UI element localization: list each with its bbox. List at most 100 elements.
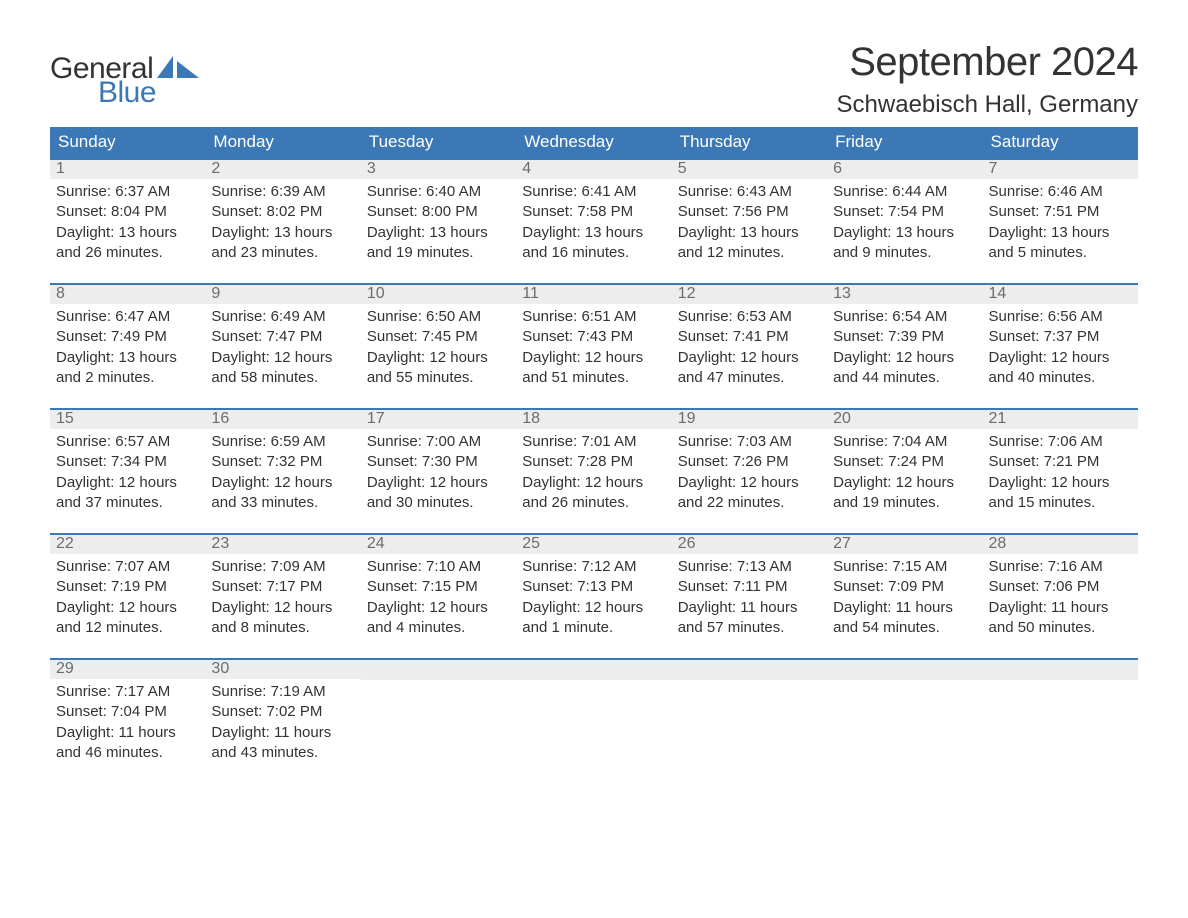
sunrise-text: Sunrise: 6:54 AM	[833, 307, 976, 327]
day-cell: 12 Sunrise: 6:53 AMSunset: 7:41 PMDayligh…	[672, 283, 827, 408]
day-cell: .	[516, 658, 671, 783]
day-number-bar: 12	[672, 283, 827, 304]
daylight-text: Daylight: 11 hours and 46 minutes.	[56, 723, 199, 764]
day-number-bar: 26	[672, 533, 827, 554]
day-body: Sunrise: 7:15 AMSunset: 7:09 PMDaylight:…	[827, 554, 982, 638]
day-number-bar: .	[983, 658, 1138, 680]
day-number-bar: 24	[361, 533, 516, 554]
day-number-bar: 2	[205, 158, 360, 179]
day-number: 4	[522, 160, 531, 177]
sunset-text: Sunset: 7:49 PM	[56, 327, 199, 347]
day-body: Sunrise: 6:57 AMSunset: 7:34 PMDaylight:…	[50, 429, 205, 513]
sunrise-text: Sunrise: 7:17 AM	[56, 682, 199, 702]
day-number: 13	[833, 285, 851, 302]
day-cell: 28Sunrise: 7:16 AMSunset: 7:06 PMDayligh…	[983, 533, 1138, 658]
sunset-text: Sunset: 7:19 PM	[56, 577, 199, 597]
sunset-text: Sunset: 7:11 PM	[678, 577, 821, 597]
week-row: 15Sunrise: 6:57 AMSunset: 7:34 PMDayligh…	[50, 408, 1138, 533]
day-body: Sunrise: 6:49 AMSunset: 7:47 PMDaylight:…	[205, 304, 360, 388]
day-number-bar: 10	[361, 283, 516, 304]
daylight-text: Daylight: 12 hours and 19 minutes.	[833, 473, 976, 514]
day-cell: 17Sunrise: 7:00 AMSunset: 7:30 PMDayligh…	[361, 408, 516, 533]
day-number: 3	[367, 160, 376, 177]
sunrise-text: Sunrise: 7:07 AM	[56, 557, 199, 577]
sunset-text: Sunset: 7:13 PM	[522, 577, 665, 597]
day-body: Sunrise: 6:39 AMSunset: 8:02 PMDaylight:…	[205, 179, 360, 263]
daylight-text: Daylight: 12 hours and 44 minutes.	[833, 348, 976, 389]
day-cell: 14Sunrise: 6:56 AMSunset: 7:37 PMDayligh…	[983, 283, 1138, 408]
daylight-text: Daylight: 12 hours and 40 minutes.	[989, 348, 1132, 389]
sunrise-text: Sunrise: 6:57 AM	[56, 432, 199, 452]
daylight-text: Daylight: 13 hours and 9 minutes.	[833, 223, 976, 264]
daylight-text: Daylight: 13 hours and 19 minutes.	[367, 223, 510, 264]
day-number-bar: 18	[516, 408, 671, 429]
day-number: 12	[678, 285, 696, 302]
day-cell: 24Sunrise: 7:10 AMSunset: 7:15 PMDayligh…	[361, 533, 516, 658]
day-number-bar: 6	[827, 158, 982, 179]
day-cell: 10Sunrise: 6:50 AMSunset: 7:45 PMDayligh…	[361, 283, 516, 408]
sunrise-text: Sunrise: 7:00 AM	[367, 432, 510, 452]
day-cell: 4Sunrise: 6:41 AMSunset: 7:58 PMDaylight…	[516, 158, 671, 283]
day-cell: 11Sunrise: 6:51 AMSunset: 7:43 PMDayligh…	[516, 283, 671, 408]
daylight-text: Daylight: 12 hours and 4 minutes.	[367, 598, 510, 639]
daylight-text: Daylight: 12 hours and 58 minutes.	[211, 348, 354, 389]
day-body: Sunrise: 6:54 AMSunset: 7:39 PMDaylight:…	[827, 304, 982, 388]
logo: General Blue	[50, 52, 199, 110]
day-body: Sunrise: 7:19 AMSunset: 7:02 PMDaylight:…	[205, 679, 360, 763]
sunset-text: Sunset: 7:37 PM	[989, 327, 1132, 347]
daylight-text: Daylight: 13 hours and 16 minutes.	[522, 223, 665, 264]
day-number: 8	[56, 285, 65, 302]
sunset-text: Sunset: 7:32 PM	[211, 452, 354, 472]
sunrise-text: Sunrise: 6:47 AM	[56, 307, 199, 327]
sunrise-text: Sunrise: 7:01 AM	[522, 432, 665, 452]
header: General Blue September 2024 Schwaebisch …	[50, 40, 1138, 119]
calendar: SundayMondayTuesdayWednesdayThursdayFrid…	[50, 127, 1138, 783]
weekday-header: Saturday	[983, 127, 1138, 158]
weekday-header-row: SundayMondayTuesdayWednesdayThursdayFrid…	[50, 127, 1138, 158]
sunrise-text: Sunrise: 6:51 AM	[522, 307, 665, 327]
day-number-bar: 29	[50, 658, 205, 679]
daylight-text: Daylight: 13 hours and 5 minutes.	[989, 223, 1132, 264]
day-cell: 6Sunrise: 6:44 AMSunset: 7:54 PMDaylight…	[827, 158, 982, 283]
day-body: Sunrise: 6:51 AMSunset: 7:43 PMDaylight:…	[516, 304, 671, 388]
sunset-text: Sunset: 7:34 PM	[56, 452, 199, 472]
daylight-text: Daylight: 12 hours and 26 minutes.	[522, 473, 665, 514]
day-cell: 16Sunrise: 6:59 AMSunset: 7:32 PMDayligh…	[205, 408, 360, 533]
day-number-bar: 13	[827, 283, 982, 304]
sunset-text: Sunset: 8:04 PM	[56, 202, 199, 222]
sunset-text: Sunset: 7:04 PM	[56, 702, 199, 722]
month-year: September 2024	[837, 40, 1138, 85]
day-number-bar: 17	[361, 408, 516, 429]
day-cell: 25Sunrise: 7:12 AMSunset: 7:13 PMDayligh…	[516, 533, 671, 658]
day-number: 5	[678, 160, 687, 177]
daylight-text: Daylight: 12 hours and 37 minutes.	[56, 473, 199, 514]
sunrise-text: Sunrise: 6:49 AM	[211, 307, 354, 327]
day-body: Sunrise: 6:53 AMSunset: 7:41 PMDaylight:…	[672, 304, 827, 388]
sunrise-text: Sunrise: 6:43 AM	[678, 182, 821, 202]
daylight-text: Daylight: 12 hours and 51 minutes.	[522, 348, 665, 389]
sunrise-text: Sunrise: 7:12 AM	[522, 557, 665, 577]
day-body: Sunrise: 6:50 AMSunset: 7:45 PMDaylight:…	[361, 304, 516, 388]
day-cell: 8Sunrise: 6:47 AMSunset: 7:49 PMDaylight…	[50, 283, 205, 408]
day-number-bar: 3	[361, 158, 516, 179]
sunrise-text: Sunrise: 6:44 AM	[833, 182, 976, 202]
sunrise-text: Sunrise: 7:06 AM	[989, 432, 1132, 452]
day-cell: 15Sunrise: 6:57 AMSunset: 7:34 PMDayligh…	[50, 408, 205, 533]
sunset-text: Sunset: 7:09 PM	[833, 577, 976, 597]
day-number-bar: 30	[205, 658, 360, 679]
day-number-bar: 20	[827, 408, 982, 429]
day-body: Sunrise: 6:44 AMSunset: 7:54 PMDaylight:…	[827, 179, 982, 263]
daylight-text: Daylight: 12 hours and 30 minutes.	[367, 473, 510, 514]
sunrise-text: Sunrise: 6:41 AM	[522, 182, 665, 202]
day-number: 20	[833, 410, 851, 427]
day-number: 30	[211, 660, 229, 677]
day-number-bar: 11	[516, 283, 671, 304]
day-number-bar: 4	[516, 158, 671, 179]
sunset-text: Sunset: 7:41 PM	[678, 327, 821, 347]
day-number: 23	[211, 535, 229, 552]
sunrise-text: Sunrise: 6:46 AM	[989, 182, 1132, 202]
day-body: Sunrise: 7:17 AMSunset: 7:04 PMDaylight:…	[50, 679, 205, 763]
logo-sail-icon	[157, 56, 199, 83]
sunset-text: Sunset: 7:56 PM	[678, 202, 821, 222]
day-cell: 30 Sunrise: 7:19 AMSunset: 7:02 PMDayligh…	[205, 658, 360, 783]
